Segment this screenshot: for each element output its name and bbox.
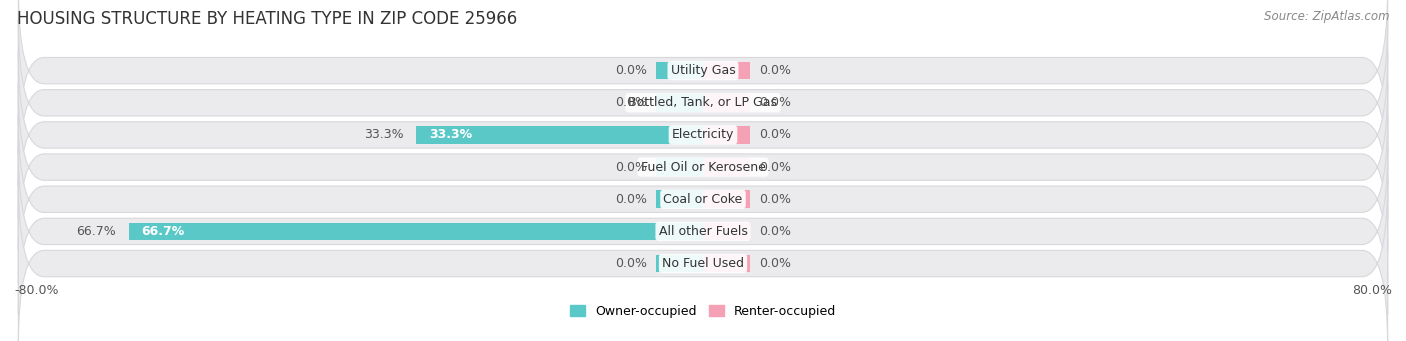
Text: 0.0%: 0.0% [614, 193, 647, 206]
Text: HOUSING STRUCTURE BY HEATING TYPE IN ZIP CODE 25966: HOUSING STRUCTURE BY HEATING TYPE IN ZIP… [17, 10, 517, 28]
Text: 0.0%: 0.0% [759, 161, 792, 174]
Legend: Owner-occupied, Renter-occupied: Owner-occupied, Renter-occupied [565, 300, 841, 323]
FancyBboxPatch shape [18, 19, 1388, 186]
Bar [655, 158, 703, 176]
Text: 0.0%: 0.0% [759, 193, 792, 206]
Text: 0.0%: 0.0% [614, 161, 647, 174]
Text: 0.0%: 0.0% [614, 96, 647, 109]
Text: 0.0%: 0.0% [614, 64, 647, 77]
Text: Source: ZipAtlas.com: Source: ZipAtlas.com [1264, 10, 1389, 23]
FancyBboxPatch shape [18, 180, 1388, 341]
Bar [703, 94, 751, 112]
Text: 33.3%: 33.3% [364, 129, 404, 142]
Bar [703, 126, 751, 144]
Bar [703, 190, 751, 208]
Text: Utility Gas: Utility Gas [671, 64, 735, 77]
Text: 0.0%: 0.0% [759, 64, 792, 77]
Text: 80.0%: 80.0% [1353, 284, 1392, 297]
Bar [703, 158, 751, 176]
Bar [128, 223, 703, 240]
Text: All other Fuels: All other Fuels [658, 225, 748, 238]
Bar [655, 94, 703, 112]
Text: Coal or Coke: Coal or Coke [664, 193, 742, 206]
FancyBboxPatch shape [18, 0, 1388, 154]
Text: Fuel Oil or Kerosene: Fuel Oil or Kerosene [641, 161, 765, 174]
FancyBboxPatch shape [18, 52, 1388, 218]
Text: No Fuel Used: No Fuel Used [662, 257, 744, 270]
Bar [416, 126, 703, 144]
Bar [703, 223, 751, 240]
Text: 66.7%: 66.7% [76, 225, 115, 238]
Text: 33.3%: 33.3% [429, 129, 472, 142]
Text: 0.0%: 0.0% [759, 96, 792, 109]
Text: 0.0%: 0.0% [614, 257, 647, 270]
Bar [703, 255, 751, 272]
FancyBboxPatch shape [18, 116, 1388, 282]
FancyBboxPatch shape [18, 84, 1388, 250]
Text: Electricity: Electricity [672, 129, 734, 142]
Bar [655, 62, 703, 79]
Bar [703, 62, 751, 79]
Text: 0.0%: 0.0% [759, 225, 792, 238]
Text: 66.7%: 66.7% [142, 225, 184, 238]
FancyBboxPatch shape [18, 148, 1388, 315]
Text: 0.0%: 0.0% [759, 129, 792, 142]
Text: 0.0%: 0.0% [759, 257, 792, 270]
Text: -80.0%: -80.0% [14, 284, 59, 297]
Bar [655, 190, 703, 208]
Text: Bottled, Tank, or LP Gas: Bottled, Tank, or LP Gas [628, 96, 778, 109]
Bar [655, 255, 703, 272]
